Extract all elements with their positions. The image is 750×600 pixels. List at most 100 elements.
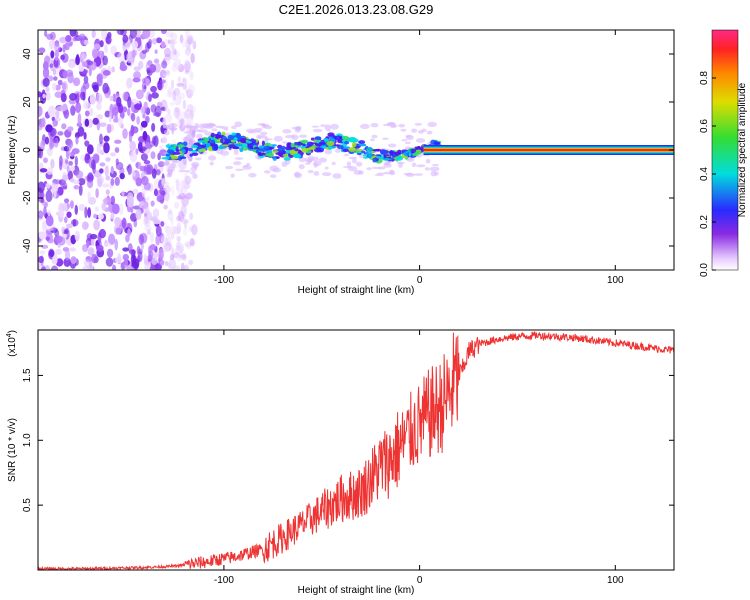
spectrogram-heatmap (38, 30, 674, 270)
band-core-blob (343, 146, 351, 150)
band-halo-blob (281, 141, 288, 144)
noise-blob (72, 218, 77, 227)
colorbar-ticks: 0.0 0.2 0.4 0.6 0.8 (699, 71, 716, 277)
noise-blob (114, 139, 122, 144)
noise-blob (153, 58, 160, 64)
noise-blob (116, 96, 122, 107)
noise-blob (183, 183, 191, 190)
noise-blob (184, 88, 189, 94)
noise-blob (175, 107, 181, 120)
noise-blob (55, 258, 64, 267)
noise-blob (186, 88, 193, 99)
band-halo-blob (281, 161, 288, 168)
noise-blob (89, 233, 98, 240)
noise-blob (87, 247, 95, 256)
noise-blob (173, 87, 181, 97)
colorbar-tick-label: 0.8 (699, 71, 710, 85)
noise-blob (177, 210, 185, 223)
noise-blob (126, 77, 133, 89)
band-halo-blob (400, 128, 407, 132)
noise-blob (127, 163, 132, 176)
noise-blob (122, 44, 127, 52)
noise-blob (154, 49, 158, 54)
noise-blob (57, 79, 63, 86)
noise-blob (90, 159, 96, 170)
band-halo-blob (272, 167, 282, 173)
noise-blob (43, 55, 51, 66)
noise-blob (174, 201, 180, 209)
band-halo-blob (342, 166, 353, 169)
noise-blob (105, 157, 111, 162)
noise-blob (78, 184, 83, 196)
noise-blob (186, 34, 194, 45)
noise-blob (101, 183, 110, 188)
noise-blob (52, 68, 56, 76)
noise-blob (103, 142, 110, 154)
noise-blob (40, 197, 45, 204)
noise-blob (181, 218, 190, 224)
noise-blob (162, 244, 170, 253)
noise-blob (46, 33, 54, 40)
band-halo-blob (370, 122, 379, 128)
band-halo-blob (170, 162, 176, 169)
noise-blob (178, 92, 186, 100)
noise-blob (54, 43, 61, 52)
noise-blob (67, 170, 73, 181)
noise-blob (132, 171, 136, 177)
colorbar-strip (711, 29, 739, 271)
noise-blob (39, 168, 48, 173)
band-core-blob (394, 151, 401, 156)
noise-blob (135, 89, 144, 100)
noise-blob (38, 124, 43, 131)
noise-blob (126, 108, 131, 116)
noise-blob (164, 103, 169, 113)
band-core-blob (322, 145, 327, 149)
band-halo-blob (233, 161, 242, 166)
noise-blob (105, 35, 112, 45)
x-tick-label: 0 (417, 575, 423, 586)
noise-blob (55, 235, 63, 243)
noise-blob (122, 253, 130, 261)
band-core-blob (334, 135, 343, 141)
noise-blob (170, 231, 175, 240)
band-halo-blob (246, 162, 251, 166)
noise-blob (178, 243, 185, 254)
noise-blob (75, 55, 81, 66)
noise-blob (135, 161, 142, 170)
band-halo-blob (404, 141, 411, 145)
noise-blob (79, 33, 86, 39)
noise-blob (158, 248, 165, 260)
band-core-blob (227, 134, 235, 141)
band-core-blob (308, 146, 316, 150)
noise-blob (122, 91, 129, 102)
band-core-blob (239, 147, 244, 153)
noise-blob (74, 230, 80, 242)
noise-blob (130, 112, 136, 122)
band-core-blob (198, 148, 207, 152)
noise-blob (98, 228, 106, 239)
band-core-blob (213, 144, 219, 151)
noise-blob (140, 120, 148, 128)
band-halo-blob (204, 125, 213, 129)
noise-blob (98, 213, 104, 220)
noise-blob (58, 210, 65, 218)
band-core-blob (334, 144, 340, 147)
noise-blob (152, 218, 161, 225)
spectrogram-y-ticks: -40 -20 0 20 40 (22, 48, 674, 253)
noise-blob (138, 234, 144, 245)
noise-blob (47, 209, 52, 216)
band-halo-blob (334, 148, 341, 153)
band-halo-blob (215, 125, 224, 129)
band-core-blob (277, 147, 284, 152)
band-halo-blob (426, 130, 433, 135)
noise-blob (93, 219, 101, 231)
noise-blob (53, 186, 57, 199)
noise-blob (181, 37, 186, 48)
noise-blob (84, 206, 88, 219)
noise-blob (75, 170, 84, 179)
noise-blob (109, 95, 114, 102)
noise-blob (159, 149, 168, 157)
noise-blob (42, 77, 50, 88)
noise-blob (177, 188, 183, 195)
noise-blob (87, 191, 91, 201)
